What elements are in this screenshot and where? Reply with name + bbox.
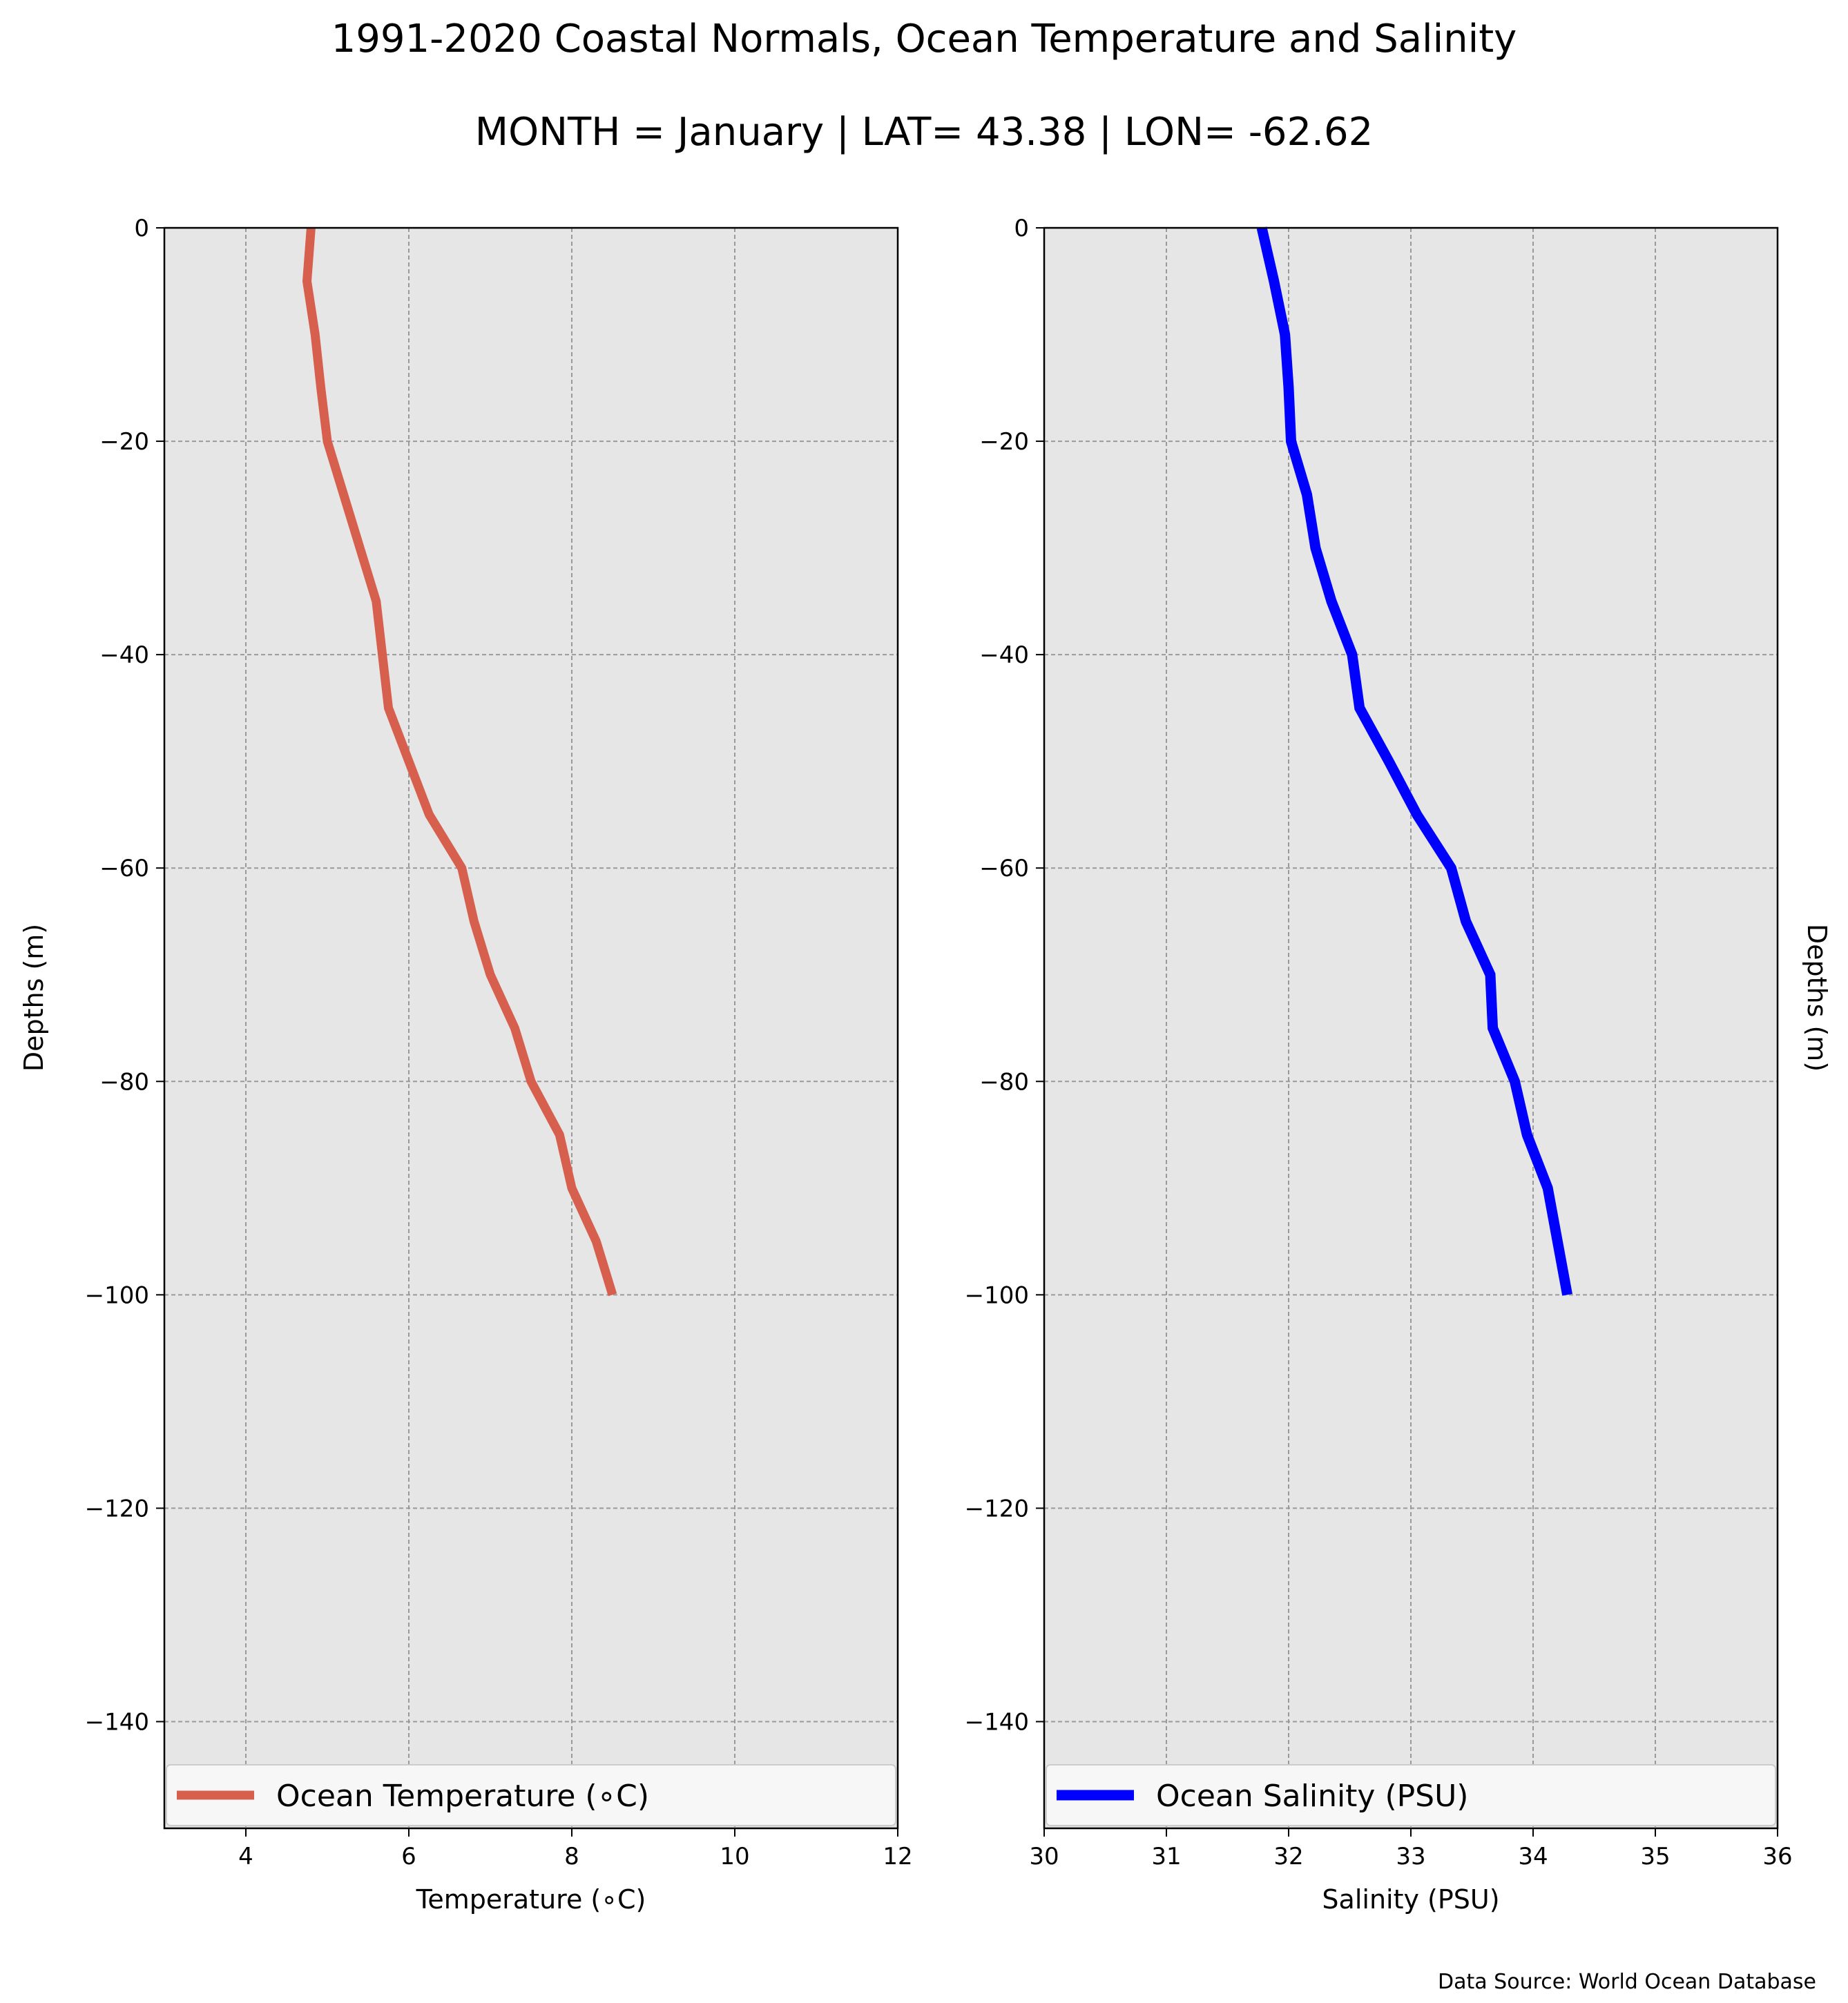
salinity-x-tick-label: 36 [1762,1843,1792,1870]
salinity-x-tick-label: 35 [1640,1843,1670,1870]
temperature-x-tick-label: 8 [564,1843,579,1870]
temperature-legend-label: Ocean Temperature (∘C) [276,1779,649,1814]
salinity-x-tick-label: 32 [1273,1843,1303,1870]
salinity-x-tick-label: 31 [1151,1843,1181,1870]
temperature-y-tick-label: 0 [134,215,149,242]
salinity-y-tick-label: −100 [965,1281,1029,1309]
temperature-axes-frame [163,226,899,1830]
salinity-legend-box [1046,1764,1776,1826]
temperature-y-tick-label: −100 [85,1281,149,1309]
temperature-plot-area [164,228,898,1828]
temperature-x-tick-label: 10 [720,1843,749,1870]
temperature-panel: Ocean Temperature (∘C) 4 6 8 10 12 0 −20 −40 −60 −… [85,215,913,1915]
salinity-y-tick-label: −20 [979,428,1029,456]
temperature-series-line [302,227,617,1297]
salinity-legend-label: Ocean Salinity (PSU) [1156,1779,1468,1814]
temperature-y-tick-label: −140 [85,1708,149,1736]
salinity-x-tick-label: 33 [1396,1843,1425,1870]
salinity-y-tick-label: −120 [965,1495,1029,1522]
figure-subtitle: MONTH = January | LAT= 43.38 | LON= -62.… [475,110,1373,155]
salinity-x-axis-label: Salinity (PSU) [1322,1884,1499,1915]
temperature-y-tick-label: −20 [99,428,149,456]
salinity-x-tick-label: 30 [1029,1843,1059,1870]
salinity-y-tick-label: −60 [979,855,1029,882]
temperature-y-tick-label: −60 [99,855,149,882]
temperature-x-axis-label: Temperature (∘C) [416,1884,646,1915]
right-y-axis-label: Depths (m) [1802,924,1832,1072]
salinity-y-tick-label: −40 [979,641,1029,669]
temperature-legend-box [166,1764,896,1826]
temperature-legend: Ocean Temperature (∘C) [166,1764,896,1826]
salinity-x-tick-label: 34 [1518,1843,1548,1870]
temperature-x-tick-label: 6 [401,1843,416,1870]
left-y-axis-label: Depths (m) [19,924,49,1072]
temperature-y-tick-label: −120 [85,1495,149,1522]
salinity-panel: Ocean Salinity (PSU) 30 31 32 33 34 35 36 0 −20 −4… [965,215,1793,1915]
salinity-y-tick-label: −140 [965,1708,1029,1736]
salinity-legend: Ocean Salinity (PSU) [1046,1764,1776,1826]
temperature-y-tick-label: −80 [99,1068,149,1096]
temperature-y-tick-label: −40 [99,641,149,669]
figure-title: 1991-2020 Coastal Normals, Ocean Tempera… [331,17,1517,61]
temperature-x-tick-label: 4 [238,1843,253,1870]
data-source-note: Data Source: World Ocean Database [1438,1970,1816,1994]
temperature-x-tick-label: 12 [883,1843,912,1870]
salinity-y-tick-label: −80 [979,1068,1029,1096]
salinity-series-line [1256,226,1572,1296]
salinity-y-tick-label: 0 [1014,215,1029,242]
